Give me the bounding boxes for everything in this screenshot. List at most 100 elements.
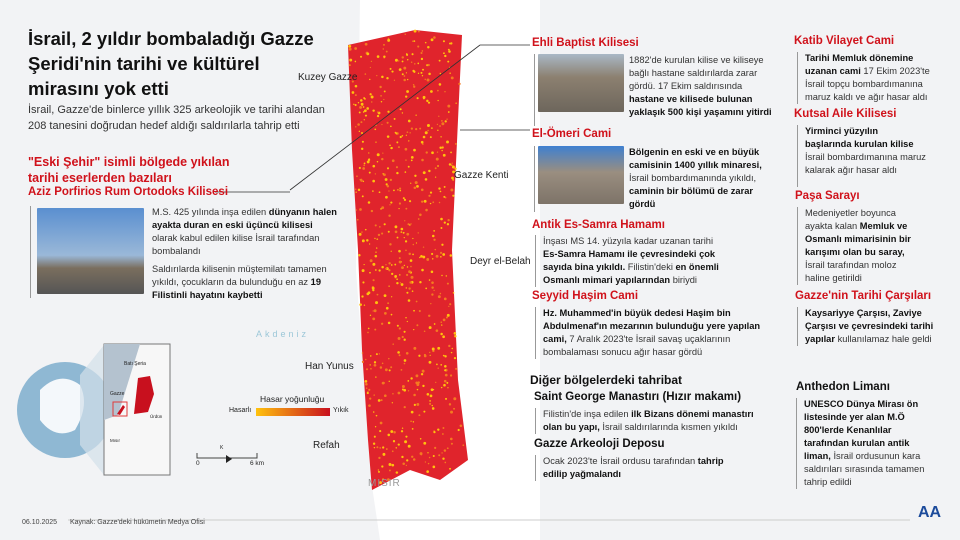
damage-dot	[443, 383, 446, 387]
damage-dot	[442, 335, 445, 339]
damage-dot	[367, 201, 371, 204]
site-desc: M.S. 425 yılında inşa edilen dünyanın ha…	[152, 207, 337, 300]
damage-dot	[453, 397, 457, 401]
site-desc: Bölgenin en eski ve en büyük camisinin 1…	[629, 147, 762, 209]
damage-dot	[372, 310, 374, 312]
legend-title: Hasar yoğunluğu	[260, 394, 325, 404]
damage-dot	[446, 282, 449, 285]
damage-dot	[363, 119, 365, 121]
damage-dot	[379, 366, 383, 369]
damage-dot	[438, 115, 440, 117]
damage-dot	[382, 446, 385, 449]
damage-dot	[379, 481, 382, 485]
damage-dot	[380, 399, 383, 402]
damage-dot	[364, 228, 367, 231]
damage-dot	[368, 243, 371, 245]
damage-dot	[415, 374, 419, 378]
damage-dot	[453, 332, 457, 335]
damage-dot	[412, 237, 414, 240]
damage-dot	[378, 456, 381, 460]
damage-dot	[412, 458, 416, 461]
damage-dot	[429, 202, 432, 205]
damage-dot	[413, 393, 416, 397]
damage-dot	[433, 323, 436, 325]
damage-dot	[400, 227, 404, 231]
damage-dot	[445, 316, 448, 319]
damage-dot	[376, 247, 378, 249]
damage-dot	[434, 167, 437, 170]
damage-dot	[374, 173, 377, 175]
damage-dot	[422, 143, 424, 145]
damage-dot	[396, 278, 398, 281]
damage-dot	[366, 239, 369, 242]
damage-dot	[437, 346, 441, 350]
damage-dot	[388, 262, 391, 265]
damage-dot	[444, 364, 447, 368]
inset-label-jordan: Ürdün	[150, 414, 163, 419]
damage-dot	[382, 478, 384, 481]
damage-dot	[354, 47, 358, 50]
damage-dot	[363, 164, 366, 167]
damage-dot	[369, 314, 372, 317]
damage-dot	[434, 248, 437, 251]
damage-dot	[421, 50, 424, 52]
damage-dot	[391, 296, 393, 298]
damage-dot	[366, 160, 370, 164]
damage-dot	[386, 135, 390, 138]
damage-dot	[405, 316, 407, 319]
map-label-misir: MISIR	[368, 478, 401, 489]
site-desc: Tarihi Memluk dönemine uzanan cami 17 Ek…	[797, 52, 937, 104]
damage-dot	[385, 183, 388, 186]
damage-dot	[369, 271, 371, 274]
damage-dot	[372, 279, 375, 282]
damage-dot	[442, 457, 445, 460]
damage-dot	[430, 303, 432, 305]
damage-dot	[450, 351, 453, 354]
damage-dot	[410, 265, 412, 268]
damage-dot	[443, 297, 447, 301]
damage-dot	[401, 112, 404, 114]
damage-dot	[385, 264, 387, 266]
damage-dot	[420, 57, 424, 61]
site-desc: Medeniyetler boyunca ayakta kalan Memluk…	[797, 207, 917, 285]
damage-dot	[457, 428, 460, 432]
north-arrow-icon	[226, 455, 232, 463]
damage-dot	[363, 263, 365, 266]
damage-dot	[422, 135, 426, 139]
damage-dot	[403, 264, 406, 267]
other-title: Saint George Manastırı (Hızır makamı)	[534, 391, 742, 403]
damage-dot	[396, 324, 399, 327]
damage-dot	[399, 187, 402, 190]
damage-dot	[447, 387, 449, 389]
damage-dot	[391, 463, 395, 467]
damage-dot	[390, 264, 393, 266]
damage-dot	[412, 84, 415, 86]
damage-dot	[428, 326, 432, 330]
intro-text: İsrail, Gazze'de binlerce yıllık 325 ark…	[28, 104, 325, 132]
site-title: Gazze'nin Tarihi Çarşıları	[795, 290, 932, 302]
damage-dot	[440, 136, 442, 138]
damage-dot	[431, 252, 434, 256]
damage-dot	[410, 275, 414, 279]
damage-dot	[420, 188, 424, 192]
damage-dot	[371, 286, 375, 290]
site-title: Seyyid Haşim Cami	[532, 290, 639, 302]
damage-dot	[393, 79, 396, 81]
damage-dot	[437, 367, 439, 369]
damage-dot	[391, 450, 394, 453]
damage-dot	[378, 353, 381, 355]
damage-dot	[389, 67, 392, 70]
damage-dot	[382, 152, 384, 154]
damage-dot	[422, 68, 424, 71]
damage-dot	[442, 318, 446, 322]
damage-dot	[409, 224, 411, 226]
damage-dot	[423, 353, 427, 357]
damage-dot	[422, 171, 426, 175]
damage-dot	[410, 61, 413, 63]
damage-dot	[355, 126, 357, 128]
damage-dot	[420, 71, 423, 74]
damage-dot	[437, 99, 439, 102]
damage-dot	[360, 102, 364, 106]
damage-dot	[446, 140, 449, 144]
damage-dot	[387, 230, 390, 233]
